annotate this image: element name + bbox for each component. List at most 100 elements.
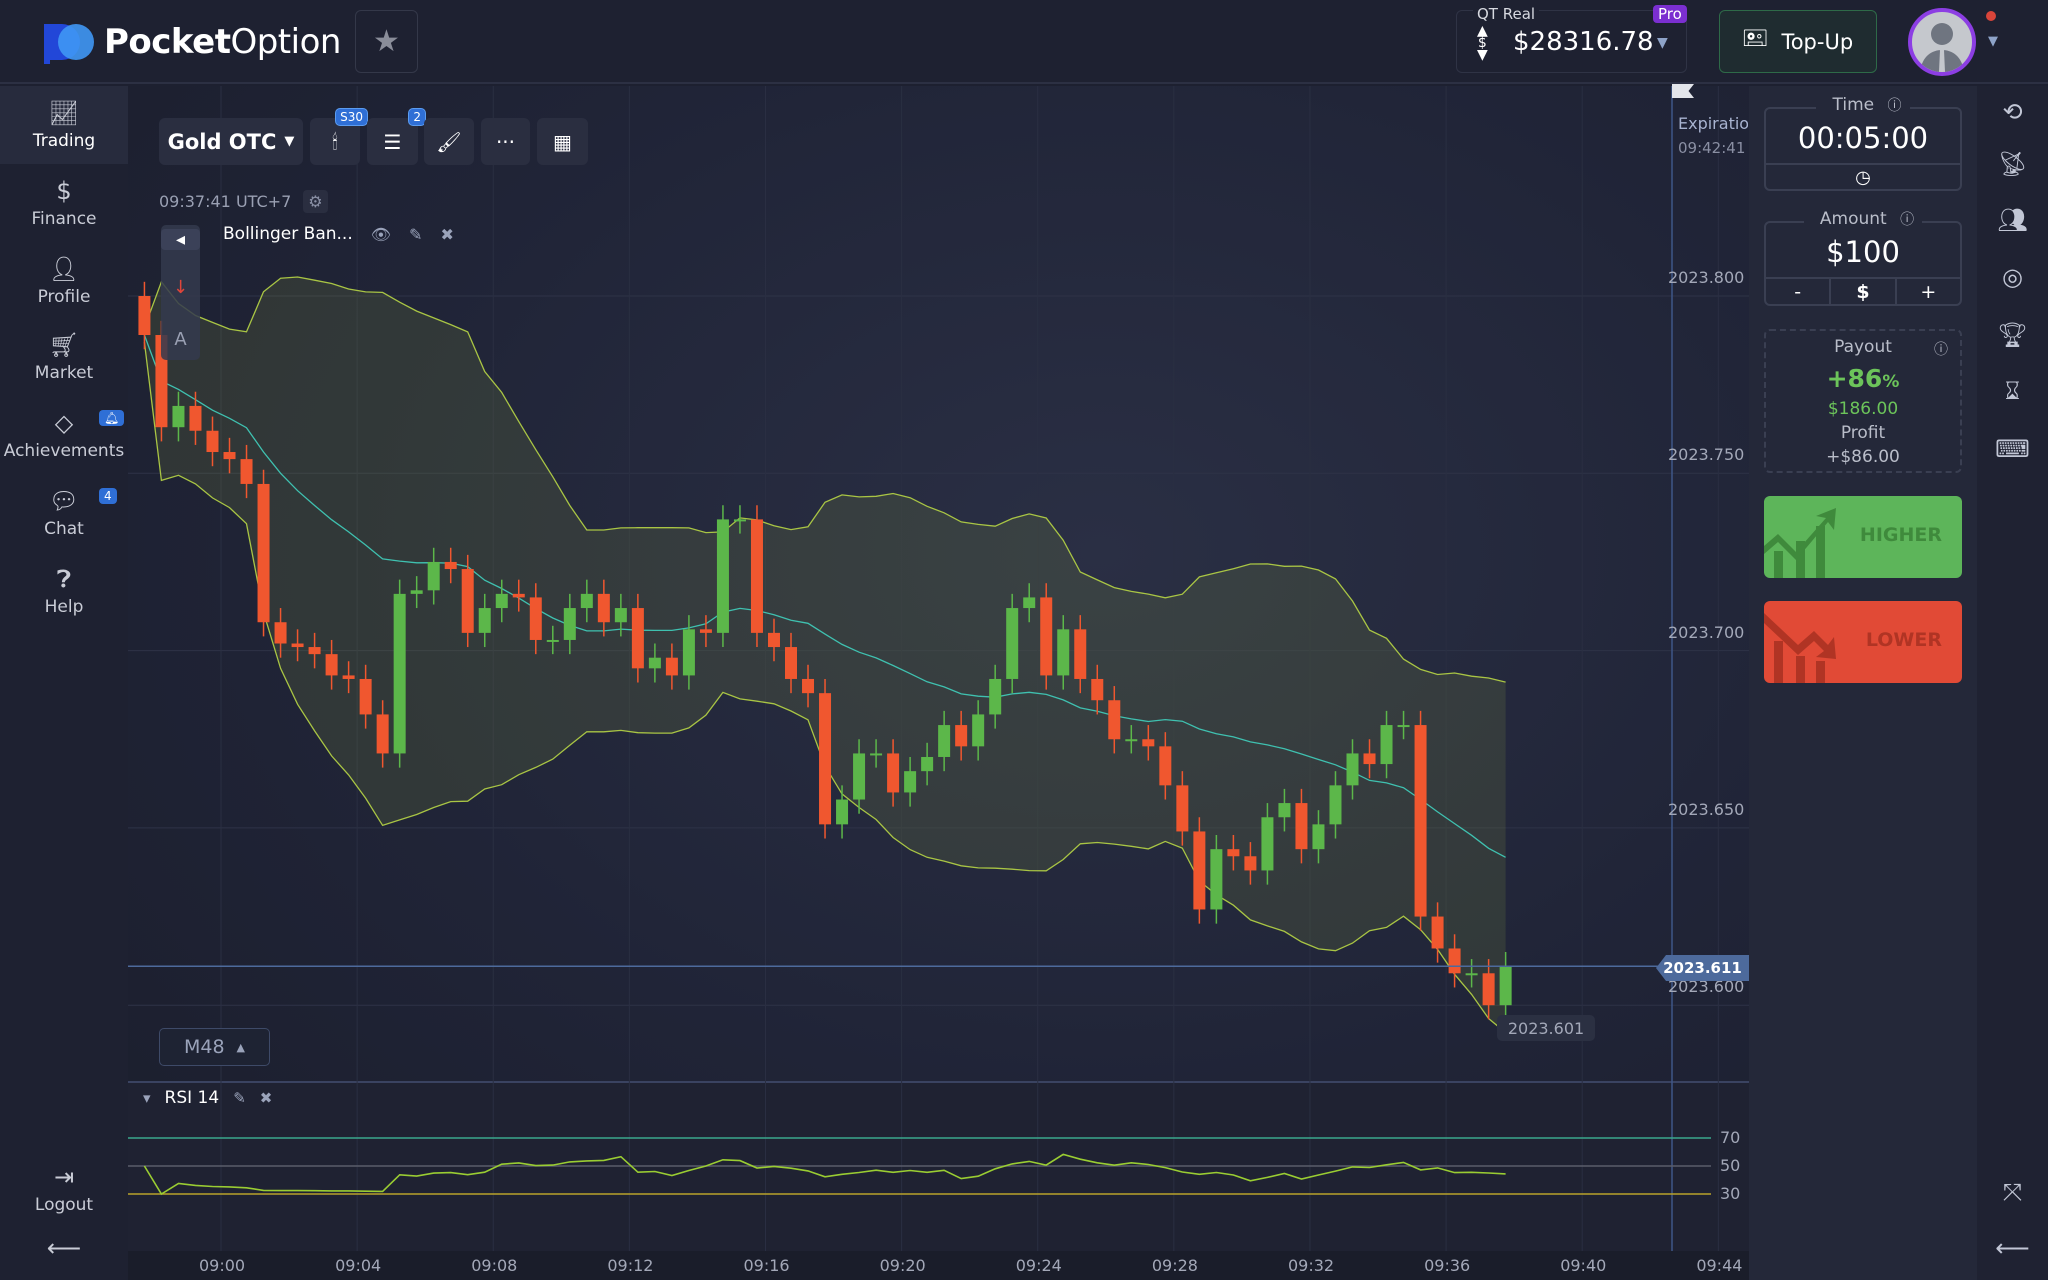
- time-field[interactable]: Time ⓘ 00:05:00 ◷: [1764, 95, 1962, 191]
- sidebar-item-label: Profile: [37, 287, 91, 307]
- sidebar-item-label: Trading: [32, 131, 96, 151]
- close-icon[interactable]: ✖: [440, 224, 454, 244]
- price-label: 2023.600: [1668, 977, 1745, 997]
- increase-amount-button[interactable]: +: [1920, 281, 1937, 303]
- ellipsis-icon: ···: [495, 129, 516, 154]
- time-label: 09:32: [1287, 1256, 1335, 1275]
- time-label: 09:40: [1560, 1256, 1607, 1275]
- time-label: Time: [1824, 95, 1883, 115]
- caret-up-icon: ▲: [236, 1040, 246, 1054]
- higher-button[interactable]: HIGHER: [1764, 496, 1962, 578]
- account-balance-selector[interactable]: QT Real Pro ▲ $ ▼ $28316.78 ▼: [1456, 5, 1687, 73]
- trend-up-icon: [1764, 508, 1836, 578]
- avatar[interactable]: [1908, 8, 1976, 76]
- history-icon[interactable]: ⟲: [2002, 98, 2023, 126]
- indicators-button[interactable]: ☰ 2: [367, 108, 426, 165]
- sidebar-item-trading[interactable]: 📈︎ Trading: [0, 86, 128, 164]
- trophy-icon[interactable]: 🏆︎: [1997, 321, 2028, 349]
- currency-toggle-button[interactable]: $: [1831, 279, 1897, 306]
- clock-icon[interactable]: ◷: [1766, 163, 1960, 191]
- users-group-icon[interactable]: 👥︎: [1997, 206, 2028, 234]
- keyboard-icon[interactable]: ⌨: [1995, 435, 2030, 463]
- amount-field[interactable]: Amount ⓘ $100 - $ +: [1764, 209, 1962, 306]
- bell-icon: 🔔︎: [99, 410, 125, 426]
- candlestick-icon: 🕯︎: [332, 129, 338, 154]
- drawing-panel: ◂ ↓ A: [161, 225, 200, 360]
- time-label: 09:12: [607, 1256, 654, 1275]
- timezone[interactable]: UTC+7: [235, 192, 292, 211]
- more-button[interactable]: ···: [481, 118, 530, 165]
- sidebar-item-achievements[interactable]: ◇ Achievements 🔔︎: [0, 396, 128, 474]
- logo-text: PocketOption: [104, 22, 341, 62]
- lower-button[interactable]: LOWER: [1764, 601, 1962, 683]
- sidebar-item-market[interactable]: 🛒︎ Market: [0, 318, 128, 396]
- arrow-left-icon[interactable]: ⟵: [1995, 1234, 2030, 1262]
- text-tool-icon[interactable]: A: [174, 329, 187, 350]
- lower-label: LOWER: [1865, 629, 1942, 651]
- layout-grid-button[interactable]: ▦: [537, 118, 588, 165]
- chevron-down-icon: ▼: [1657, 35, 1668, 51]
- time-value[interactable]: 00:05:00: [1797, 121, 1929, 155]
- gear-icon[interactable]: ⚙: [303, 190, 328, 213]
- top-header: PocketOption ★ QT Real Pro ▲ $ ▼ $28316.78…: [0, 0, 2048, 84]
- bollinger-indicator-row: Bollinger Ban... 👁︎ ✎ ✖: [223, 224, 454, 244]
- flag-icon[interactable]: [1672, 84, 1694, 98]
- caret-down-icon[interactable]: ▾: [143, 1089, 151, 1107]
- rsi-label: RSI 14: [164, 1088, 220, 1108]
- time-label: 09:16: [743, 1256, 790, 1275]
- help-icon[interactable]: ⓘ: [1934, 342, 1948, 358]
- decrease-amount-button[interactable]: -: [1766, 279, 1832, 306]
- time-label: 09:20: [879, 1256, 926, 1275]
- current-price-tag: 2023.611: [1656, 955, 1749, 981]
- price-label: 2023.800: [1668, 268, 1745, 287]
- time-label: 09:00: [199, 1256, 246, 1275]
- target-icon[interactable]: ◎: [2002, 263, 2023, 291]
- payout-label: Payout: [1834, 337, 1892, 357]
- help-icon[interactable]: ⓘ: [1887, 98, 1902, 114]
- asset-name: Gold OTC: [167, 129, 277, 154]
- drawing-tools-button[interactable]: 🖌︎: [424, 118, 474, 165]
- amount-label: Amount: [1811, 209, 1895, 229]
- sliders-icon: ☰: [383, 129, 402, 154]
- sidebar-item-label: Achievements: [3, 441, 125, 461]
- trade-panel: [1749, 86, 1977, 1280]
- account-type-label: QT Real: [1473, 5, 1540, 23]
- hourglass-icon[interactable]: ⌛︎: [2004, 377, 2021, 405]
- diamond-icon: ◇: [54, 409, 74, 437]
- chart-type-button[interactable]: 🕯︎ S30: [310, 108, 368, 165]
- arrow-down-icon[interactable]: ↓: [172, 277, 189, 298]
- pencil-icon[interactable]: ✎: [409, 224, 423, 244]
- sidebar-item-label: Finance: [31, 209, 97, 229]
- caret-left-icon[interactable]: ◂: [161, 229, 200, 250]
- logout-button[interactable]: ⇥ Logout: [0, 1150, 128, 1228]
- price-label: 2023.700: [1668, 622, 1745, 642]
- favorites-button[interactable]: ★: [355, 10, 418, 73]
- signal-tower-icon[interactable]: 📡︎: [1997, 150, 2028, 178]
- top-up-button[interactable]: 🖭 Top-Up: [1719, 10, 1877, 73]
- fullscreen-icon[interactable]: ⤧: [2002, 1178, 2023, 1206]
- asset-selector[interactable]: Gold OTC ▼: [159, 118, 303, 165]
- timeframe-label: M48: [183, 1036, 225, 1058]
- sidebar-item-help[interactable]: ❓︎ Help: [0, 552, 128, 630]
- chat-badge: 4: [99, 488, 117, 504]
- cart-icon: 🛒︎: [48, 331, 80, 359]
- price-chart[interactable]: [128, 86, 1749, 1250]
- amount-value[interactable]: $100: [1826, 235, 1900, 269]
- payout-percent: +86%: [1826, 364, 1900, 393]
- rsi-level-70: 70: [1720, 1128, 1741, 1147]
- pencil-icon[interactable]: ✎: [233, 1089, 246, 1107]
- sidebar-item-finance[interactable]: $ Finance: [0, 164, 128, 242]
- logout-label: Logout: [34, 1195, 94, 1215]
- switch-account-icon: ▲ $ ▼: [1477, 23, 1488, 63]
- help-icon[interactable]: ⓘ: [1900, 212, 1915, 228]
- eye-icon[interactable]: 👁︎: [370, 224, 392, 244]
- collapse-sidebar-button[interactable]: ⟵: [0, 1216, 128, 1280]
- pocketoption-logo[interactable]: PocketOption: [40, 20, 341, 64]
- sidebar-item-profile[interactable]: 👤︎ Profile: [0, 242, 128, 320]
- chevron-down-icon[interactable]: ▼: [1988, 34, 1998, 49]
- close-icon[interactable]: ✖: [259, 1089, 273, 1107]
- price-tooltip: 2023.601: [1497, 1015, 1595, 1041]
- sidebar-item-chat[interactable]: 💬︎ Chat 4: [0, 474, 128, 552]
- timeframe-button[interactable]: M48 ▲: [159, 1028, 270, 1066]
- dollar-icon: $: [56, 177, 72, 205]
